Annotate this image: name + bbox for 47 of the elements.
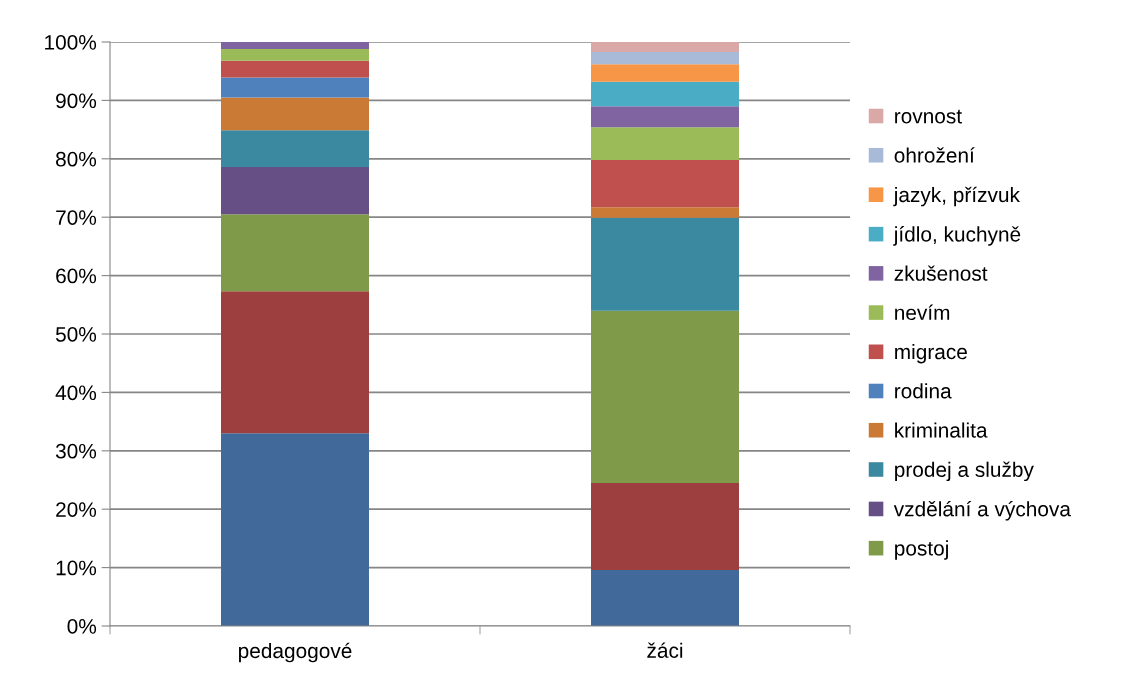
bar bbox=[591, 217, 739, 311]
legend-label: jazyk, přízvuk bbox=[893, 186, 1020, 207]
y-tick-label: 60% bbox=[56, 268, 97, 284]
legend-label: rovnost bbox=[895, 109, 962, 124]
bar bbox=[591, 310, 739, 483]
bar bbox=[221, 130, 369, 167]
bar bbox=[591, 482, 739, 570]
y-tick-label: 10% bbox=[56, 560, 97, 576]
bar bbox=[591, 569, 739, 626]
legend-label: nevím bbox=[895, 304, 950, 321]
y-tick-label: 70% bbox=[56, 210, 97, 225]
legend-label: rodina bbox=[895, 383, 952, 399]
y-tick-label: 0% bbox=[67, 619, 97, 634]
legend-label: migrace bbox=[895, 343, 967, 364]
legend-label: zkušenost bbox=[894, 265, 988, 281]
y-tick-label: 30% bbox=[55, 443, 97, 459]
bar bbox=[221, 166, 369, 215]
bar bbox=[221, 60, 369, 78]
y-tick-label: 40% bbox=[55, 385, 97, 401]
bar bbox=[591, 159, 739, 208]
y-tick-label: 50% bbox=[55, 327, 97, 342]
bar bbox=[221, 42, 369, 50]
legend-label: postoj bbox=[895, 540, 948, 560]
bar bbox=[221, 214, 369, 292]
legend-label: jídlo, kuchyně bbox=[893, 226, 1021, 246]
bar bbox=[221, 77, 369, 98]
y-tick-label: 90% bbox=[56, 93, 97, 109]
bar bbox=[591, 127, 739, 160]
bar bbox=[221, 291, 369, 434]
y-tick-label: 100% bbox=[45, 35, 97, 50]
legend-label: vzdělání a výchova bbox=[893, 500, 1071, 521]
legend-label: kriminalita bbox=[895, 422, 988, 438]
bar bbox=[221, 49, 369, 61]
bar bbox=[221, 97, 369, 131]
bar bbox=[591, 207, 739, 218]
bar bbox=[591, 51, 739, 65]
x-tick-label: pedagogové bbox=[239, 642, 352, 663]
bar bbox=[221, 433, 369, 626]
bar bbox=[591, 81, 739, 107]
legend-label: prodej a služby bbox=[895, 461, 1034, 482]
x-tick-label: žáci bbox=[647, 642, 683, 658]
bar bbox=[591, 64, 739, 82]
y-tick-label: 20% bbox=[56, 502, 97, 517]
bar bbox=[591, 106, 739, 128]
y-tick-label: 80% bbox=[56, 151, 97, 167]
bar bbox=[591, 42, 739, 52]
legend-label: ohrožení bbox=[894, 147, 975, 163]
